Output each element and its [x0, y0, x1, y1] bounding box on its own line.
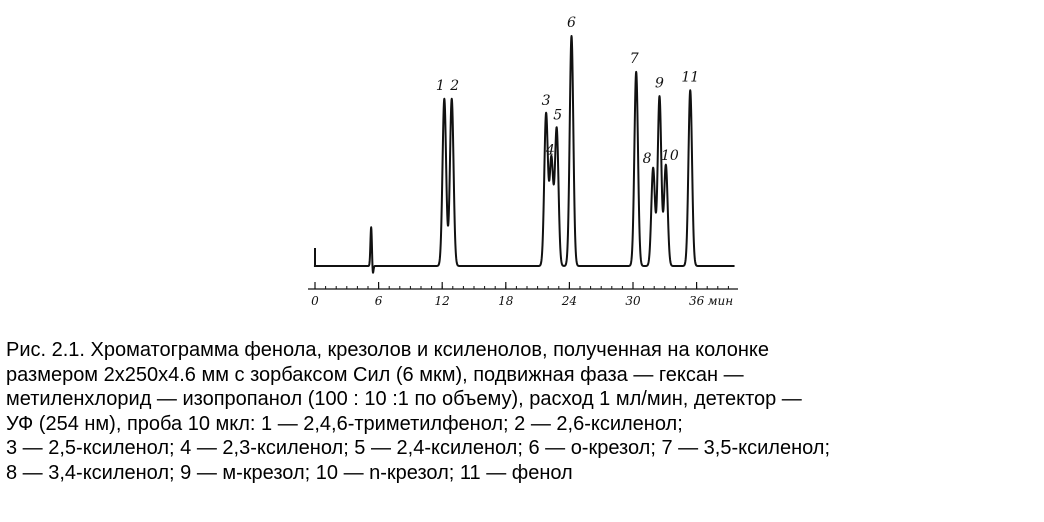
x-tick-label: 30 — [625, 294, 641, 308]
x-axis: 0 6 12 18 24 30 36 мин — [308, 282, 738, 308]
x-tick-label: 0 — [311, 294, 319, 308]
x-tick-label: 24 — [561, 294, 577, 308]
peak-label: 1 — [436, 78, 445, 94]
peak-label: 11 — [681, 69, 699, 85]
peak-label: 3 — [542, 93, 551, 109]
caption-line: размером 2x250x4.6 мм с зорбаксом Сил (6… — [6, 363, 744, 386]
caption-line: Рис. 2.1. Хроматограмма фенола, крезолов… — [6, 339, 769, 361]
peak-label: 9 — [655, 75, 664, 91]
figure-caption: Рис. 2.1. Хроматограмма фенола, крезолов… — [6, 338, 1036, 486]
x-tick-label: 18 — [498, 294, 514, 308]
x-unit-label: мин — [708, 294, 734, 308]
peak-label: 4 — [545, 143, 555, 159]
peak-label: 10 — [661, 148, 679, 164]
x-tick-label: 6 — [375, 294, 383, 308]
chromatogram-trace — [313, 35, 736, 274]
caption-line: УФ (254 нм), проба 10 мкл: 1 — 2,4,6-три… — [6, 412, 683, 435]
peak-labels: 1 2 3 4 5 6 7 8 9 10 11 — [436, 15, 699, 167]
peak-label: 6 — [567, 15, 576, 31]
peak-label: 7 — [630, 51, 639, 67]
x-tick-label: 36 — [689, 294, 705, 308]
peak-label: 2 — [449, 78, 459, 94]
peak-label: 5 — [553, 108, 562, 124]
chromatogram-svg: 0 6 12 18 24 30 36 мин 1 2 3 4 5 6 7 8 9 10 11 — [308, 15, 738, 308]
caption-line: метиленхлорид — изопропанол (100 : 10 :1… — [6, 388, 802, 411]
peak-label: 8 — [643, 151, 652, 167]
caption-line: 8 — 3,4-ксиленол; 9 — м-крезол; 10 — n-к… — [6, 461, 573, 484]
caption-line: 3 — 2,5-ксиленол; 4 — 2,3-ксиленол; 5 — … — [6, 437, 831, 460]
chromatogram-chart: 0 6 12 18 24 30 36 мин 1 2 3 4 5 6 7 8 9 10 11 — [308, 15, 738, 308]
x-tick-label: 12 — [435, 294, 450, 308]
